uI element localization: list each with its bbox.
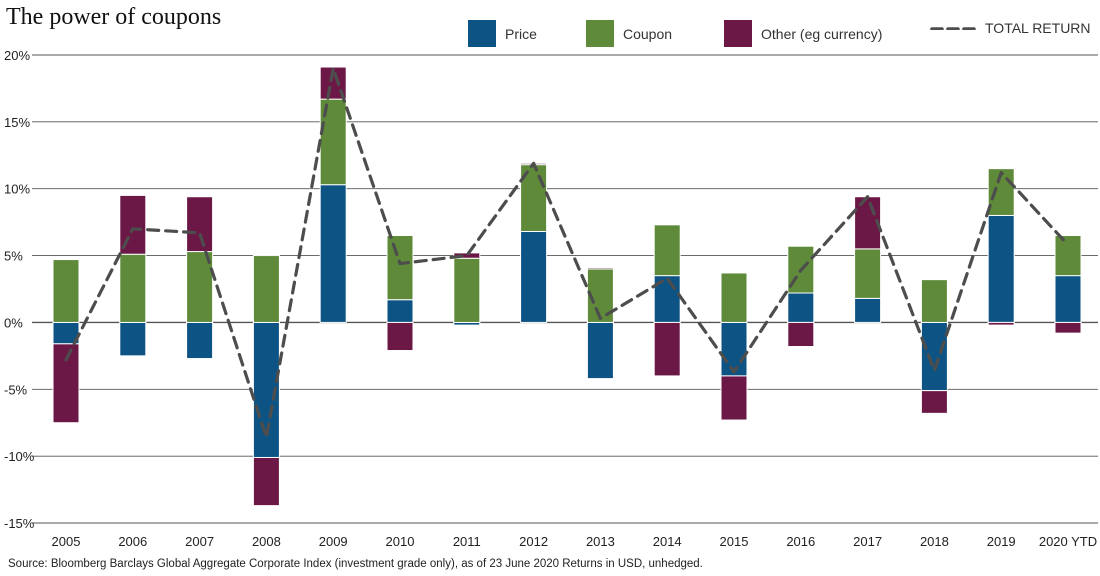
bar-segment xyxy=(586,267,614,270)
bar-segment xyxy=(453,257,481,323)
x-tick-label: 2009 xyxy=(319,534,348,549)
legend-label-other: Other (eg currency) xyxy=(761,25,883,42)
legend-swatch-price xyxy=(468,20,496,47)
x-tick-label: 2014 xyxy=(653,534,682,549)
x-tick-label: 2018 xyxy=(920,534,949,549)
bar-segment xyxy=(186,196,214,253)
bar-segment xyxy=(520,164,548,233)
y-tick-label: 20% xyxy=(4,48,30,63)
legend-item-price: Price xyxy=(468,20,537,47)
bar-segment xyxy=(252,456,280,507)
y-tick-label: 10% xyxy=(4,182,30,197)
bar-segment xyxy=(653,321,681,377)
legend-dash-sample xyxy=(930,27,976,30)
legend-item-coupon: Coupon xyxy=(586,20,672,47)
legend-item-other: Other (eg currency) xyxy=(724,20,882,47)
bar-segment xyxy=(920,321,948,392)
x-tick-label: 2019 xyxy=(987,534,1016,549)
bar-segment xyxy=(1054,235,1082,277)
legend-swatch-other xyxy=(724,20,752,47)
legend-label-total-return: TOTAL RETURN xyxy=(985,20,1091,36)
bar-segment xyxy=(1054,321,1082,334)
bar-segment xyxy=(52,259,80,323)
y-tick-label: -15% xyxy=(4,516,35,531)
bar-segment xyxy=(987,214,1015,323)
bar-segment xyxy=(520,231,548,323)
bar-segment xyxy=(252,255,280,323)
y-tick-label: 5% xyxy=(4,249,23,264)
legend-swatch-coupon xyxy=(586,20,614,47)
y-tick-label: -10% xyxy=(4,449,35,464)
x-tick-label: 2005 xyxy=(52,534,81,549)
x-tick-label: 2015 xyxy=(720,534,749,549)
x-tick-label: 2012 xyxy=(519,534,548,549)
bar-segment xyxy=(854,248,882,299)
x-tick-label: 2011 xyxy=(453,534,481,549)
x-tick-label: 2013 xyxy=(586,534,615,549)
bar-segment xyxy=(586,321,614,380)
legend-label-price: Price xyxy=(505,25,537,42)
x-tick-label: 2016 xyxy=(786,534,815,549)
bar-segment xyxy=(720,272,748,323)
bar-segment xyxy=(386,299,414,323)
chart-title: The power of coupons xyxy=(6,4,222,30)
bar-segment xyxy=(186,321,214,360)
bar-segment xyxy=(119,253,147,323)
x-tick-label: 2006 xyxy=(118,534,147,549)
source-note: Source: Bloomberg Barclays Global Aggreg… xyxy=(8,558,703,570)
bar-segment xyxy=(920,390,948,414)
x-tick-label: 2017 xyxy=(853,534,882,549)
bar-segment xyxy=(653,224,681,277)
chart-legend: Price Coupon Other (eg currency) TOTAL R… xyxy=(0,20,1100,50)
bar-segment xyxy=(787,292,815,323)
bar-segment xyxy=(720,375,748,421)
bar-segment xyxy=(386,321,414,352)
bar-segment xyxy=(987,321,1015,326)
bar-segment xyxy=(854,297,882,323)
y-tick-label: 0% xyxy=(4,315,23,330)
bar-segment xyxy=(119,321,147,357)
x-tick-label: 2020 YTD xyxy=(1039,534,1097,549)
y-tick-label: -5% xyxy=(4,382,28,397)
y-tick-label: 15% xyxy=(4,115,30,130)
x-tick-label: 2007 xyxy=(185,534,214,549)
x-tick-label: 2010 xyxy=(386,534,415,549)
bar-segment xyxy=(720,321,748,377)
bar-segment xyxy=(920,279,948,323)
bar-segment xyxy=(1054,275,1082,323)
bar-segment xyxy=(787,321,815,347)
legend-item-total-return: TOTAL RETURN xyxy=(930,20,1091,36)
bar-segment xyxy=(52,343,80,424)
bar-segment xyxy=(319,184,347,323)
bar-segment xyxy=(386,235,414,301)
total-return-line xyxy=(64,66,1070,440)
legend-label-coupon: Coupon xyxy=(623,25,673,42)
x-tick-label: 2008 xyxy=(252,534,281,549)
